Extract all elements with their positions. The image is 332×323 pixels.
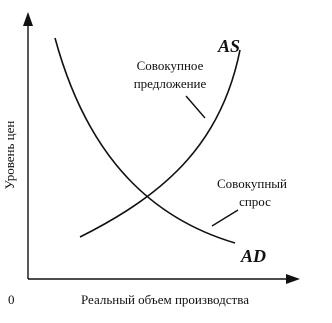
as-caption: Совокупное [137, 58, 204, 73]
ad-leader [211, 209, 239, 227]
ad-curve [54, 37, 236, 244]
ad-caption: Совокупный [217, 176, 287, 191]
origin-label: 0 [8, 292, 15, 307]
as-leader [185, 95, 206, 119]
x-axis-label: Реальный объем производства [81, 292, 249, 307]
x-arrow [286, 274, 300, 284]
as-label: AS [217, 36, 240, 56]
as-caption: предложение [134, 76, 207, 91]
y-axis-label: Уровень цен [2, 121, 17, 190]
ad-caption: спрос [239, 194, 271, 209]
ad-label: AD [240, 246, 266, 266]
y-arrow [23, 12, 33, 26]
as-curve [79, 49, 241, 238]
